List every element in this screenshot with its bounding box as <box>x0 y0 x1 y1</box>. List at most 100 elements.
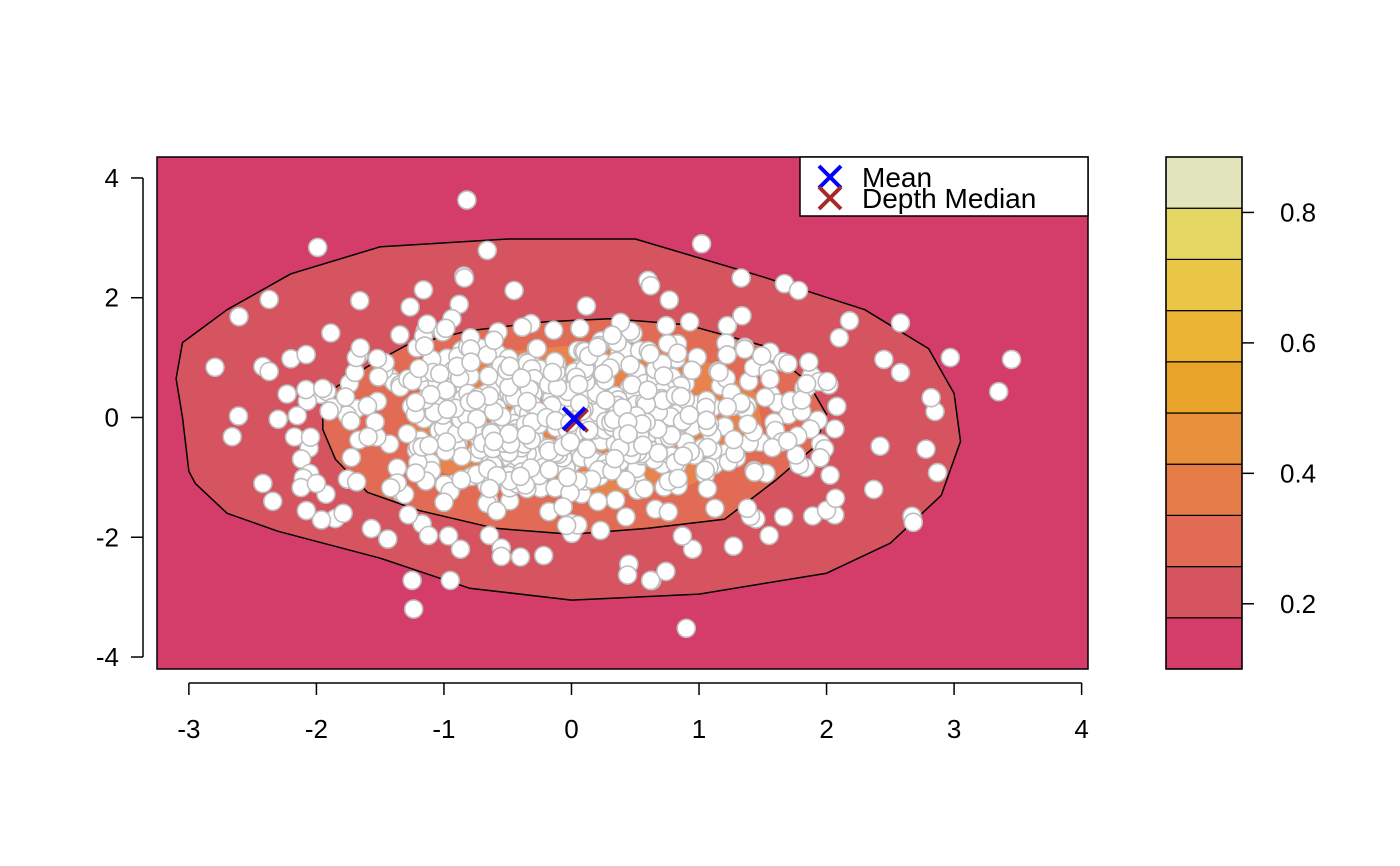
data-point <box>682 539 703 560</box>
data-point <box>516 424 537 445</box>
data-point <box>361 518 382 539</box>
data-point <box>466 389 486 410</box>
colorbar-tick-label: 0.6 <box>1280 328 1316 358</box>
data-point <box>400 297 420 317</box>
data-point <box>640 570 661 591</box>
data-point <box>349 290 370 311</box>
data-point <box>817 371 838 392</box>
data-point <box>409 358 429 379</box>
data-point <box>820 465 840 486</box>
data-point <box>253 473 273 494</box>
data-point <box>440 570 461 591</box>
data-point <box>413 280 434 300</box>
data-point <box>737 414 758 435</box>
colorbar-bin <box>1165 207 1243 260</box>
data-point <box>350 337 371 358</box>
data-point <box>228 406 249 426</box>
data-point <box>590 520 611 541</box>
colorbar-bin <box>1165 617 1243 670</box>
data-point <box>287 405 308 426</box>
data-point <box>479 478 500 499</box>
data-point <box>402 570 422 591</box>
data-point <box>576 296 597 316</box>
data-point <box>346 472 367 492</box>
data-point <box>429 363 450 384</box>
data-point <box>588 491 608 512</box>
data-point <box>533 545 554 566</box>
data-point <box>556 515 577 536</box>
legend-label: Depth Median <box>862 183 1036 214</box>
data-point <box>539 459 560 480</box>
data-point <box>668 468 688 489</box>
x-tick-label: 0 <box>564 714 578 744</box>
data-point <box>921 387 941 408</box>
data-point <box>312 378 333 399</box>
data-point <box>870 436 890 457</box>
data-point <box>697 478 718 499</box>
colorbar-tick-label: 0.4 <box>1280 458 1316 488</box>
data-point <box>604 448 625 469</box>
data-point <box>357 396 378 416</box>
data-point <box>457 421 477 442</box>
data-point <box>667 343 688 364</box>
data-point <box>717 345 737 365</box>
colorbar-bin <box>1165 156 1243 209</box>
data-point <box>903 512 924 533</box>
colorbar-frame <box>1165 156 1243 670</box>
data-point <box>320 323 341 343</box>
center-markers <box>561 406 590 433</box>
data-point <box>618 424 639 444</box>
legend-box <box>799 156 1089 217</box>
y-axis: -4 -2 0 2 4 <box>96 163 144 672</box>
data-point <box>296 344 317 365</box>
data-point <box>451 469 472 490</box>
data-point <box>222 426 242 447</box>
data-point <box>587 337 608 358</box>
data-point <box>751 346 772 366</box>
data-point <box>300 427 321 448</box>
data-point <box>438 526 459 546</box>
data-point <box>368 367 389 387</box>
data-point <box>259 361 280 382</box>
data-point <box>691 234 712 254</box>
legend-x-stroke-b <box>817 185 843 211</box>
mean-marker-stroke-b <box>561 406 587 432</box>
y-tick-label: 0 <box>105 402 119 432</box>
data-point <box>717 397 738 418</box>
data-point <box>419 435 439 456</box>
data-point <box>723 536 744 557</box>
data-point <box>434 492 454 513</box>
data-point <box>595 390 616 410</box>
data-point <box>380 477 401 498</box>
data-point <box>632 435 653 456</box>
colorbar-bin <box>1165 463 1243 517</box>
data-point <box>341 411 361 431</box>
data-point <box>799 352 819 372</box>
x-tick-label: -3 <box>177 714 200 744</box>
data-point <box>517 391 537 412</box>
data-point <box>737 498 758 519</box>
data-point <box>510 466 531 487</box>
data-point <box>205 357 225 378</box>
data-point <box>640 343 660 364</box>
data-point <box>543 320 564 341</box>
data-point <box>397 423 418 444</box>
data-point <box>734 339 755 360</box>
y-tick-label: -4 <box>96 642 119 672</box>
data-point <box>602 325 623 346</box>
data-point <box>307 237 328 258</box>
data-point <box>778 353 798 374</box>
data-point <box>486 501 507 521</box>
x-axis: -3 -2 -1 0 1 2 3 4 <box>177 682 1089 744</box>
data-point <box>405 392 426 413</box>
y-tick-label: -2 <box>96 522 119 552</box>
colorbar-bin <box>1165 514 1243 568</box>
data-point <box>504 280 524 301</box>
data-point <box>479 525 500 546</box>
x-tick-label: -2 <box>305 714 328 744</box>
data-point <box>829 327 850 348</box>
data-point <box>358 427 378 447</box>
data-point <box>437 399 458 420</box>
y-tick-label: 4 <box>105 163 119 193</box>
